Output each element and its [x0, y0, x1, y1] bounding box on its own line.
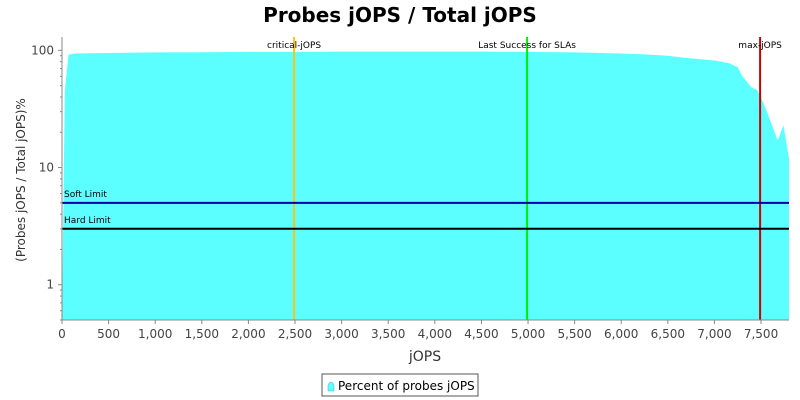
x-tick-label: 7,500: [744, 327, 778, 341]
x-tick-label: 1,000: [138, 327, 172, 341]
y-tick-label: 10: [39, 161, 54, 175]
chart-title: Probes jOPS / Total jOPS: [263, 3, 537, 27]
x-tick-label: 3,000: [324, 327, 358, 341]
x-tick-label: 4,000: [418, 327, 452, 341]
legend-swatch-icon: [327, 381, 335, 392]
x-tick-label: 3,500: [371, 327, 405, 341]
ref-line-label: max-jOPS: [738, 41, 782, 51]
ref-line-label: Last Success for SLAs: [478, 41, 576, 51]
ref-line-label: Soft Limit: [64, 190, 107, 200]
legend: Percent of probes jOPS: [321, 373, 479, 397]
x-axis-label: jOPS: [408, 349, 441, 365]
legend-entry-label: Percent of probes jOPS: [338, 379, 475, 393]
x-tick-label: 0: [58, 327, 66, 341]
x-tick-label: 5,000: [511, 327, 545, 341]
x-tick-label: 2,000: [231, 327, 265, 341]
ref-line-label: critical-jOPS: [267, 41, 321, 51]
area-series-1: [62, 51, 789, 320]
plot-area: critical-jOPS Last Success for SLAs max-jO…: [31, 37, 789, 341]
x-tick-label: 500: [97, 327, 120, 341]
y-axis-label: (Probes jOPS / Total jOPS)%: [14, 98, 28, 262]
x-tick-label: 6,000: [604, 327, 638, 341]
x-tick-label: 4,500: [464, 327, 498, 341]
y-tick-label: 1: [46, 278, 54, 292]
x-tick-label: 1,500: [185, 327, 219, 341]
x-tick-label: 7,000: [697, 327, 731, 341]
x-tick-label: 6,500: [651, 327, 685, 341]
x-tick-label: 2,500: [278, 327, 312, 341]
legend-box: [321, 373, 479, 397]
ref-line-label: Hard Limit: [64, 216, 111, 226]
x-tick-label: 5,500: [557, 327, 591, 341]
y-tick-label: 100: [31, 43, 54, 57]
